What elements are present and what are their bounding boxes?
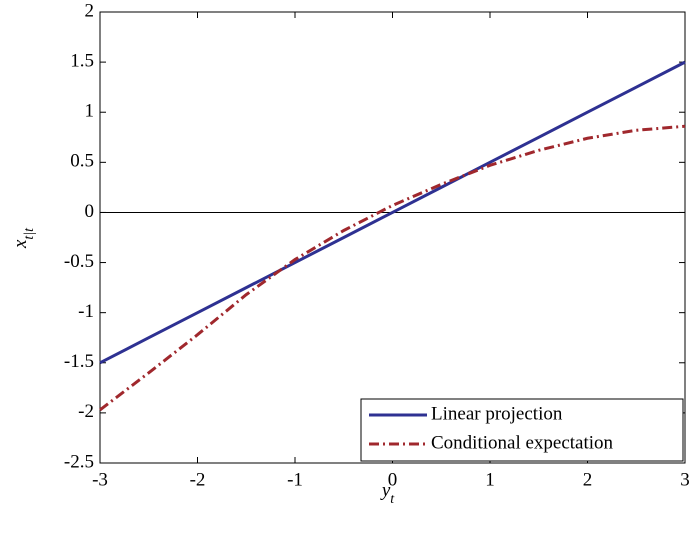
y-tick-label: 2 <box>85 0 95 21</box>
y-tick-label: -2 <box>78 401 94 422</box>
x-axis-label: yt <box>380 480 395 507</box>
y-tick-label: 0.5 <box>70 151 94 172</box>
y-tick-label: -1 <box>78 301 94 322</box>
legend-label: Conditional expectation <box>431 432 614 453</box>
y-tick-label: 1.5 <box>70 50 94 71</box>
y-tick-label: 1 <box>85 101 95 122</box>
x-tick-label: -1 <box>287 469 303 490</box>
legend-box <box>360 398 684 462</box>
x-tick-label: 2 <box>583 469 593 490</box>
y-axis-label-sub: t|t <box>22 227 37 240</box>
x-tick-label: 1 <box>485 469 495 490</box>
y-tick-label: -0.5 <box>64 251 94 272</box>
y-axis-label: xt|t <box>10 227 37 249</box>
y-tick-label: 0 <box>85 201 95 222</box>
series-line <box>99 60 686 365</box>
y-tick-label: -2.5 <box>64 451 94 472</box>
x-tick-label: -2 <box>190 469 206 490</box>
y-tick-label: -1.5 <box>64 351 94 372</box>
x-axis-label-main: y <box>380 480 391 501</box>
legend-label: Linear projection <box>431 403 563 424</box>
plot-area <box>99 11 686 464</box>
y-axis-label-main: x <box>10 239 31 249</box>
x-axis-label-sub: t <box>390 492 395 507</box>
x-tick-label: -3 <box>92 469 108 490</box>
series-line <box>99 124 686 412</box>
x-tick-label: 3 <box>680 469 689 490</box>
x-tick-label: 0 <box>388 469 398 490</box>
